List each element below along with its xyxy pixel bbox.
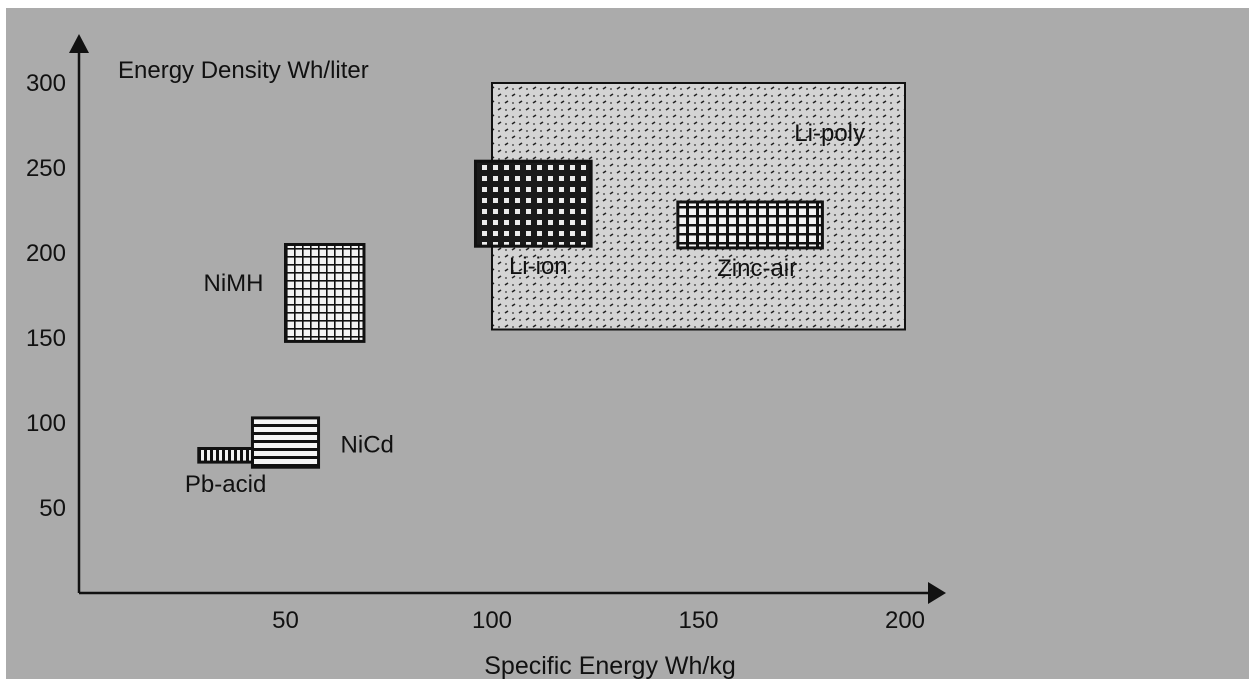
series-label-li-poly: Li-poly [794, 120, 865, 147]
series-label-pb-acid: Pb-acid [185, 471, 266, 498]
series-label-li-ion: Li-ion [509, 253, 568, 280]
range-chart-svg: 50 100 150 200 50 100 150 200 250 300 Li-poly Li-i… [26, 34, 946, 679]
x-tick-label-150: 150 [678, 607, 718, 634]
range-box-zinc-air [676, 200, 824, 250]
y-tick-label-150: 150 [26, 325, 66, 352]
range-box-nicd [250, 416, 321, 469]
chart: 50 100 150 200 50 100 150 200 250 300 Li-poly Li-i… [6, 8, 1249, 679]
x-axis-arrow-icon [928, 582, 946, 604]
x-tick-label-100: 100 [472, 607, 512, 634]
y-tick-label-300: 300 [26, 70, 66, 97]
series-label-nimh: NiMH [204, 270, 264, 297]
range-box-pb-acid [197, 447, 254, 464]
y-tick-label-100: 100 [26, 410, 66, 437]
range-box-li-ion [473, 159, 593, 248]
y-tick-label-50: 50 [39, 495, 66, 522]
y-axis-arrow-icon [69, 34, 89, 53]
x-tick-label-50: 50 [272, 607, 299, 634]
x-tick-label-200: 200 [885, 607, 925, 634]
y-tick-label-200: 200 [26, 240, 66, 267]
series-label-zinc-air: Zinc-air [717, 255, 797, 282]
series-label-nicd: NiCd [341, 432, 394, 459]
y-axis-label: Energy Density Wh/liter [118, 57, 369, 84]
x-axis-label: Specific Energy Wh/kg [484, 652, 736, 679]
y-tick-label-250: 250 [26, 155, 66, 182]
range-box-nimh [284, 243, 366, 343]
